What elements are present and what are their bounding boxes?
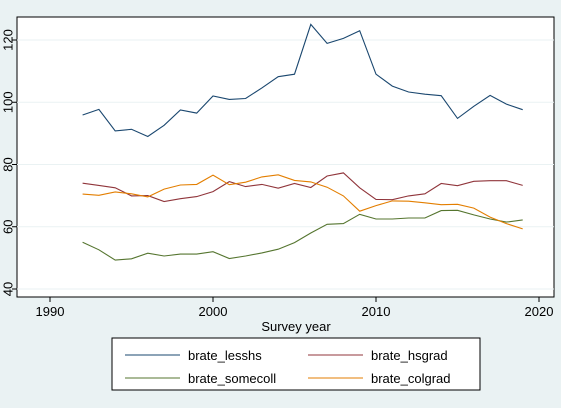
series-line-brate_somecoll [82,209,523,261]
series-lines [82,23,523,261]
legend-box [111,337,481,391]
series-line-brate_hsgrad [82,172,523,203]
x-tick-label-2000: 2000 [199,304,228,319]
x-tick-label-2020: 2020 [525,304,554,319]
grid-lines [17,39,554,290]
x-tick-label-2010: 2010 [362,304,391,319]
legend-label-brate_somecoll: brate_somecoll [188,371,276,386]
axes: 40 60 80 100 120 1990 2000 2010 2020 [1,29,554,319]
legend: brate_lesshs brate_hsgrad brate_somecoll br… [111,337,481,391]
y-tick-label-40: 40 [1,282,16,296]
legend-label-brate_colgrad: brate_colgrad [371,371,451,386]
series-line-brate_lesshs [82,23,523,138]
series-line-brate_colgrad [82,174,523,230]
x-axis-title: Survey year [261,319,331,334]
legend-label-brate_lesshs: brate_lesshs [188,348,262,363]
legend-label-brate_hsgrad: brate_hsgrad [371,348,448,363]
x-tick-label-1990: 1990 [36,304,65,319]
y-tick-label-80: 80 [1,157,16,171]
y-tick-label-120: 120 [1,29,16,51]
y-tick-label-60: 60 [1,220,16,234]
y-tick-label-100: 100 [1,91,16,113]
plot-area [16,16,555,298]
